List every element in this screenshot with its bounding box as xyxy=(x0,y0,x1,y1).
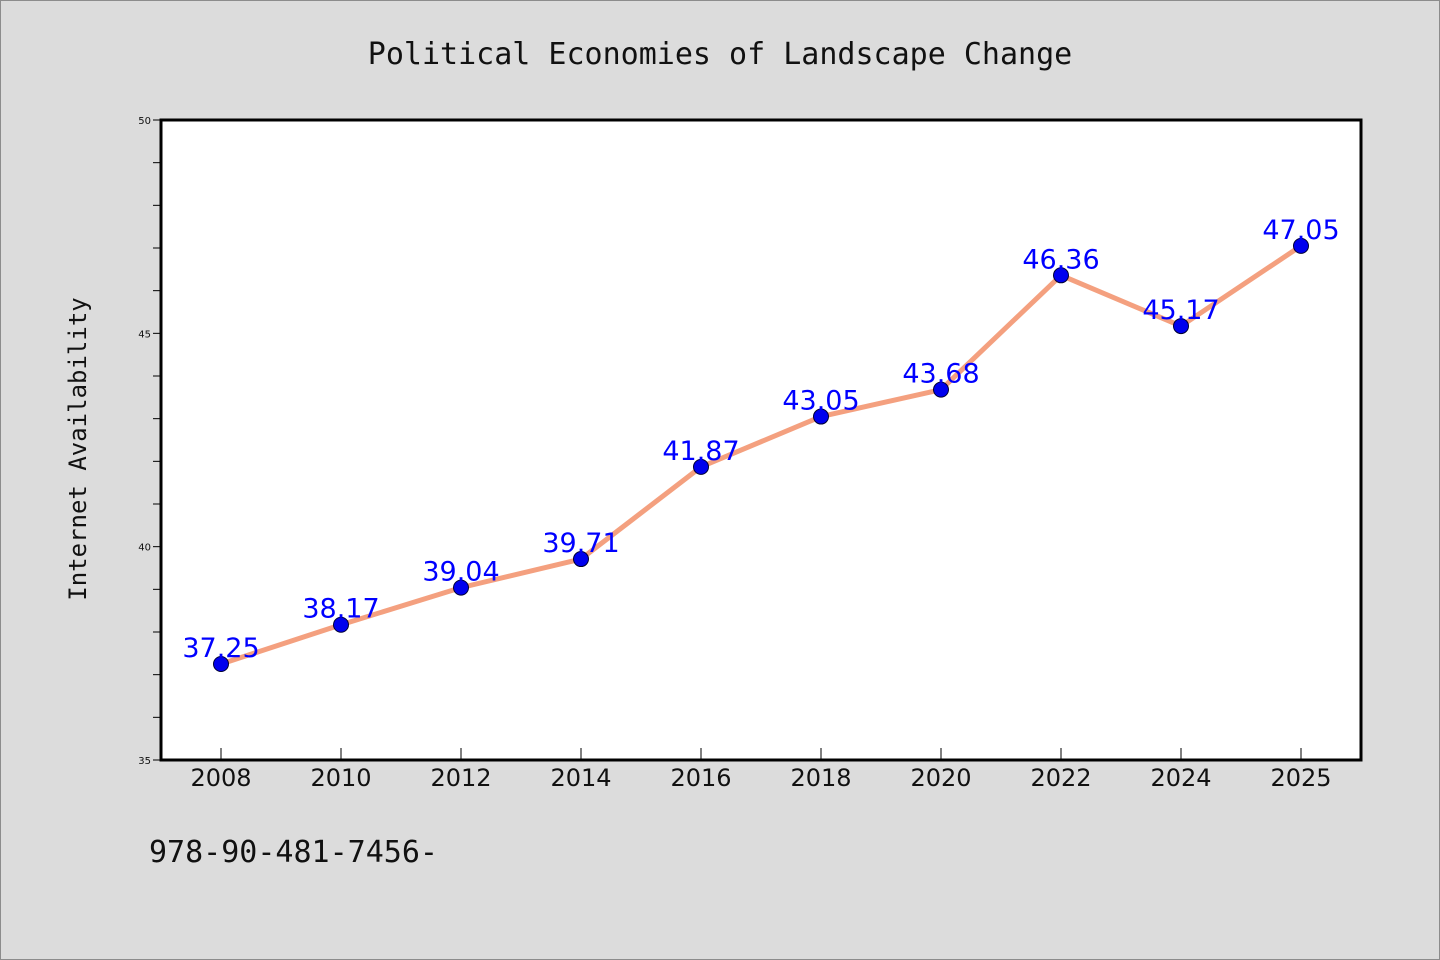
data-label: 46.36 xyxy=(1022,244,1099,275)
chart-title: Political Economies of Landscape Change xyxy=(368,37,1072,72)
y-tick-label: 40 xyxy=(138,543,151,554)
x-tick-label: 2020 xyxy=(910,764,971,792)
y-axis-ticks: 35 40 45 50 xyxy=(138,116,161,767)
data-point xyxy=(813,408,829,425)
data-point xyxy=(453,579,469,596)
x-tick-label: 2016 xyxy=(670,764,731,792)
x-tick-label: 2008 xyxy=(190,764,251,792)
y-axis-label: Internet Availability xyxy=(64,297,92,600)
series-line-group: 37.25 38.17 39.04 39.71 41.87 43.05 43.68 46.36… xyxy=(182,215,1340,672)
data-point xyxy=(693,458,709,475)
data-label: 43.05 xyxy=(782,386,859,417)
data-label: 38.17 xyxy=(302,594,379,625)
y-tick-label: 50 xyxy=(138,116,151,127)
data-point xyxy=(1173,318,1189,335)
data-label: 37.25 xyxy=(182,633,259,664)
data-point xyxy=(1293,237,1309,254)
data-point xyxy=(933,381,949,398)
x-tick-label: 2022 xyxy=(1030,764,1091,792)
y-tick-label: 45 xyxy=(138,329,151,340)
data-label: 43.68 xyxy=(902,359,979,390)
x-tick-label: 2024 xyxy=(1150,764,1211,792)
series-line xyxy=(218,243,1304,667)
data-point xyxy=(333,616,349,633)
x-axis-ticks: 2008 2010 2012 2014 2016 2018 2020 2022 2024 2025 xyxy=(190,748,1332,792)
x-tick-label: 2025 xyxy=(1270,764,1331,792)
data-label: 45.17 xyxy=(1142,295,1219,326)
data-point xyxy=(213,656,229,672)
x-tick-label: 2012 xyxy=(430,764,491,792)
data-point xyxy=(1053,267,1069,284)
x-tick-label: 2014 xyxy=(550,764,611,792)
x-tick-label: 2018 xyxy=(790,764,851,792)
x-tick-label: 2010 xyxy=(310,764,371,792)
data-label: 39.04 xyxy=(422,557,499,588)
footnote-code: 978-90-481-7456- xyxy=(149,835,438,870)
data-point xyxy=(573,551,589,568)
data-label: 39.71 xyxy=(542,528,619,559)
data-label: 41.87 xyxy=(662,436,739,467)
data-label: 47.05 xyxy=(1262,215,1339,246)
y-tick-label: 35 xyxy=(138,756,151,767)
